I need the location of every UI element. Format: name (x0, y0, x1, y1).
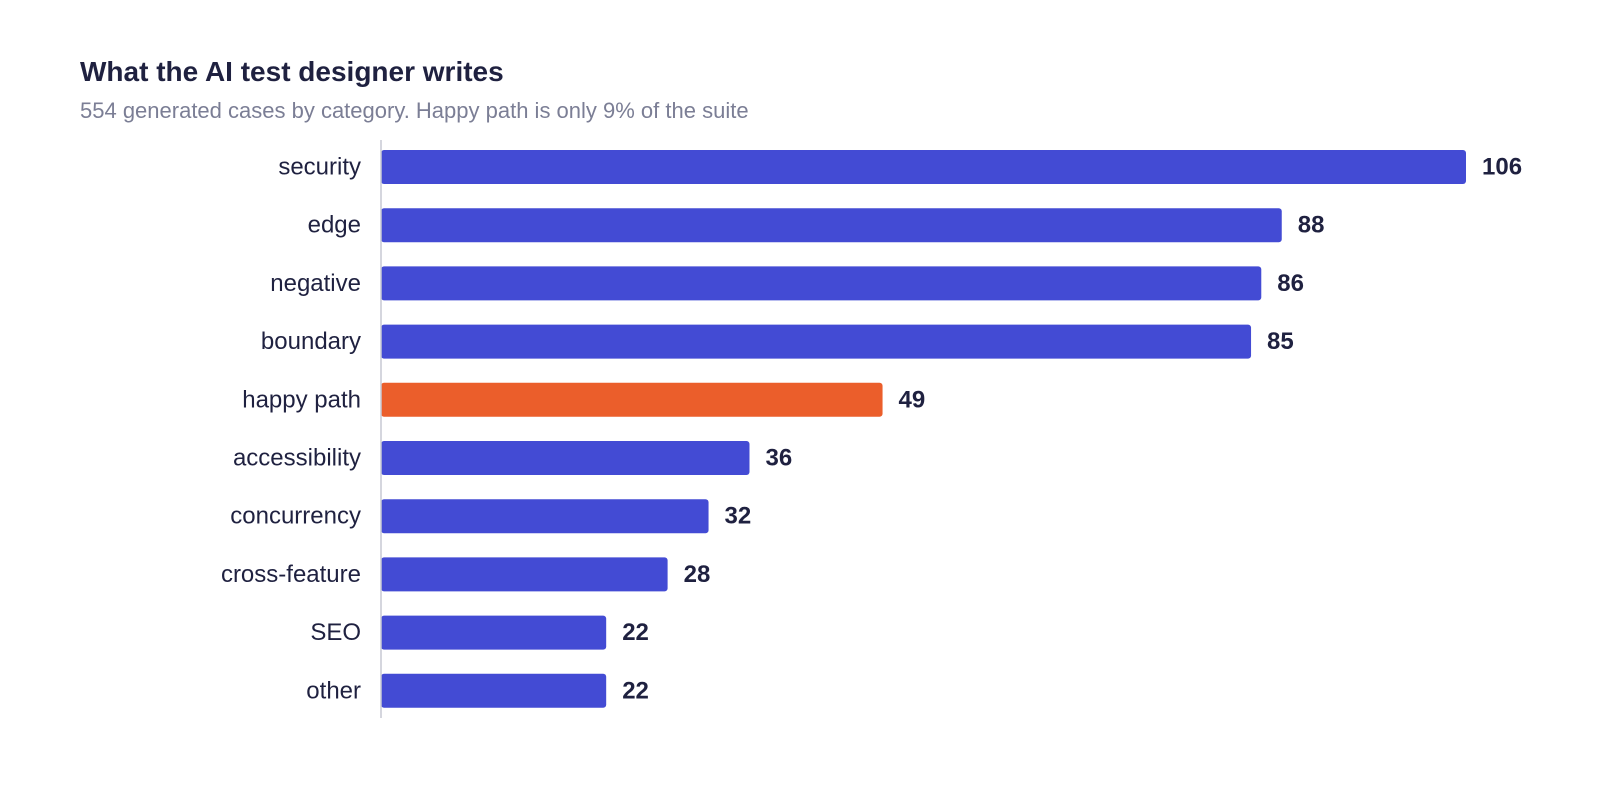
bar-edge (381, 208, 1282, 243)
value-label: 106 (1482, 154, 1522, 181)
bar-negative (381, 266, 1262, 301)
value-label: 22 (622, 677, 649, 704)
bar-seo (381, 615, 607, 650)
bar-cross-feature (381, 557, 668, 592)
value-label: 32 (725, 503, 752, 530)
bars-layer: security 106 edge 88 negative 86 boundary 85 hap… (221, 150, 1522, 708)
bar-other (381, 673, 607, 708)
bar-concurrency (381, 499, 709, 534)
category-label: security (278, 154, 361, 181)
category-label: SEO (310, 619, 361, 646)
chart-subtitle: 554 generated cases by category. Happy p… (80, 98, 749, 123)
value-label: 86 (1277, 270, 1304, 297)
category-label: boundary (261, 328, 361, 355)
bar-happy-path (381, 382, 883, 417)
category-label: negative (270, 270, 361, 297)
value-label: 28 (684, 561, 711, 588)
bar-security (381, 150, 1466, 184)
value-label: 88 (1298, 212, 1325, 239)
value-label: 22 (622, 619, 649, 646)
category-label: edge (308, 212, 361, 239)
bar-accessibility (381, 441, 750, 475)
value-label: 36 (765, 445, 792, 472)
chart-title: What the AI test designer writes (80, 56, 504, 87)
category-label: happy path (242, 386, 361, 413)
value-label: 49 (899, 386, 926, 413)
value-label: 85 (1267, 328, 1294, 355)
category-label: cross-feature (221, 561, 361, 588)
category-label: concurrency (230, 503, 361, 530)
bar-boundary (381, 324, 1252, 359)
category-label: other (306, 677, 361, 704)
category-label: accessibility (233, 445, 361, 472)
